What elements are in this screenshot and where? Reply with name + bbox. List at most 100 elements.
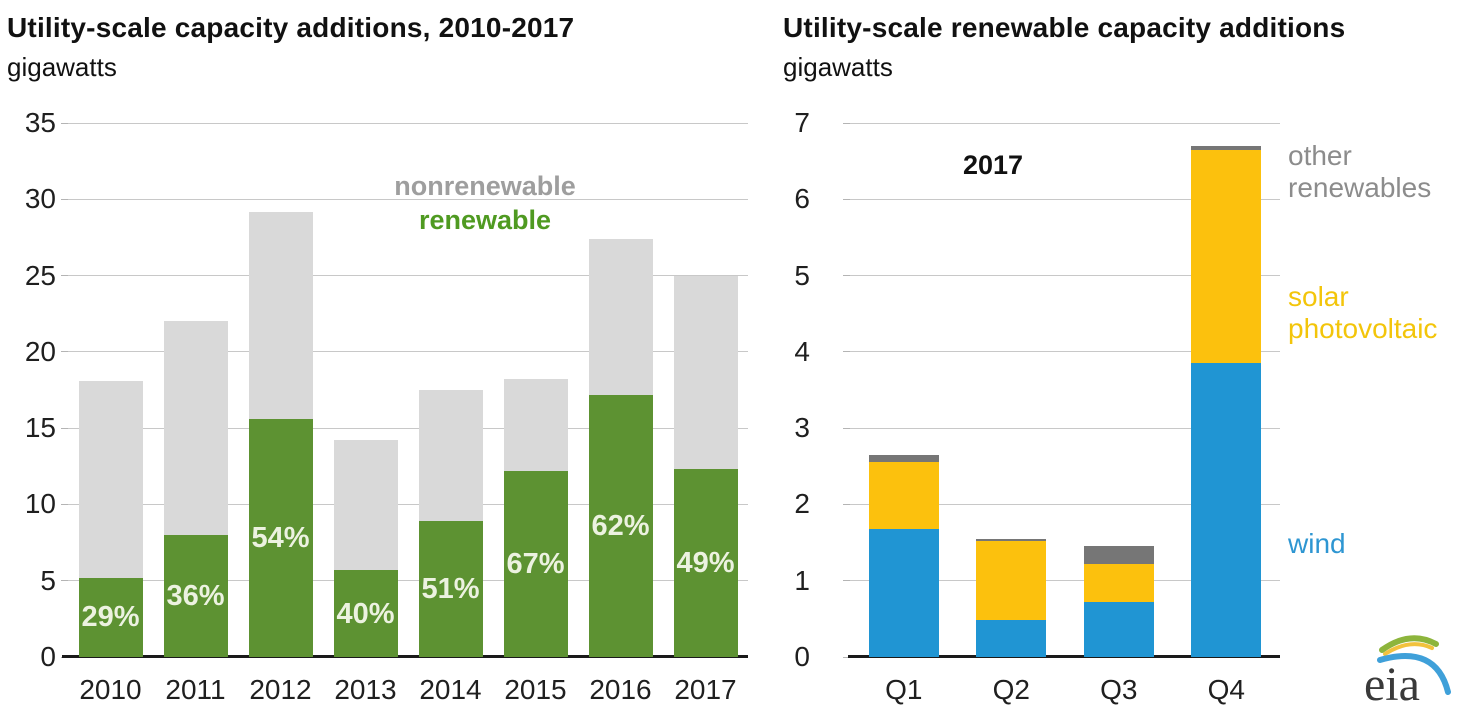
- series-label-wind: wind: [1288, 528, 1346, 559]
- x-tick-label: Q4: [1207, 674, 1245, 705]
- bar-segment-nonrenewable-2016: [588, 238, 653, 395]
- bar-segment-renewable-2012: [248, 419, 313, 657]
- left-chart-panel: Utility-scale capacity additions, 2010-2…: [7, 12, 748, 705]
- eia-logo-blue-swoosh: [1377, 653, 1451, 695]
- right-chart-plot: 0 1 2 3 4 5 6 7 Q1 Q2 Q3 Q4: [794, 108, 1280, 705]
- gridline: [850, 351, 1280, 353]
- gridline: [850, 503, 1280, 505]
- y-tick-label: 25: [24, 259, 56, 291]
- bar-percentage-label: 67%: [506, 547, 565, 580]
- gridline: [850, 427, 1280, 429]
- gridline: [68, 122, 748, 124]
- right-chart-title: Utility-scale renewable capacity additio…: [783, 12, 1346, 43]
- bar-segment-renewable-2011: [163, 534, 228, 657]
- y-tick-label: 4: [794, 335, 810, 367]
- bar-segment-renewable-2016: [588, 394, 653, 657]
- eia-logo-graphic: eia: [1364, 635, 1451, 711]
- bar-percentage-label: 51%: [421, 573, 480, 606]
- bar-segment-nonrenewable-2014: [418, 390, 483, 522]
- bar-segment-solar-photovoltaic-Q1: [868, 461, 939, 529]
- gridline: [850, 198, 1280, 200]
- legend-renewable: renewable: [418, 205, 552, 235]
- x-tick-label: 2015: [504, 674, 567, 705]
- series-label-other-renewables: other renewables: [1288, 140, 1432, 203]
- bar-percentage-label: 49%: [676, 547, 735, 580]
- gridline: [68, 275, 748, 277]
- bar-percentage-label: 54%: [251, 521, 310, 554]
- bar-segment-solar-photovoltaic-Q3: [1083, 563, 1154, 603]
- bar-segment-other-renewables-Q4: [1191, 145, 1262, 150]
- y-axis-tick: [61, 198, 68, 200]
- y-axis-tick: [843, 122, 850, 124]
- x-tick-label: Q3: [1100, 674, 1138, 705]
- left-chart-title: Utility-scale capacity additions, 2010-2…: [7, 12, 575, 43]
- bar-segment-other-renewables-Q1: [868, 454, 939, 462]
- x-axis-line: [848, 655, 1280, 658]
- bar-segment-wind-Q1: [868, 528, 939, 657]
- y-axis-tick: [843, 351, 850, 353]
- gridline: [68, 351, 748, 353]
- y-axis-tick: [61, 427, 68, 429]
- eia-logo-green-swoosh: [1379, 635, 1439, 653]
- y-tick-label: 10: [24, 488, 56, 520]
- bar-percentage-label: 36%: [166, 579, 225, 612]
- year-annotation: 2017: [962, 150, 1024, 180]
- y-axis-tick: [843, 198, 850, 200]
- x-tick-label: Q2: [992, 674, 1030, 705]
- eia-logo-text: eia: [1364, 658, 1420, 710]
- x-tick-label: 2013: [334, 674, 397, 705]
- y-axis-tick: [843, 503, 850, 505]
- x-tick-label: 2011: [165, 674, 226, 705]
- gridline: [68, 503, 748, 505]
- gridline: [850, 122, 1280, 124]
- gridline: [68, 580, 748, 582]
- y-tick-label: 20: [24, 335, 56, 367]
- x-tick-label: 2016: [589, 674, 652, 705]
- y-tick-label: 30: [24, 183, 56, 215]
- y-tick-label: 2: [794, 488, 810, 520]
- eia-logo: eia: [1358, 624, 1458, 711]
- bar-segment-other-renewables-Q2: [976, 538, 1047, 542]
- left-chart-subtitle: gigawatts: [7, 52, 117, 82]
- bar-segment-wind-Q3: [1083, 602, 1154, 657]
- y-tick-label: 5: [794, 259, 810, 291]
- bar-segment-solar-photovoltaic-Q2: [976, 541, 1047, 621]
- legend-nonrenewable: nonrenewable: [394, 171, 576, 201]
- bar-segment-renewable-2010: [78, 577, 143, 657]
- bar-segment-other-renewables-Q3: [1083, 545, 1154, 564]
- bar-segment-wind-Q2: [976, 620, 1047, 657]
- gridline: [68, 198, 748, 200]
- bar-percentage-label: 29%: [81, 601, 140, 634]
- y-axis-tick: [843, 656, 850, 658]
- x-tick-label: 2012: [249, 674, 312, 705]
- bar-segment-nonrenewable-2017: [673, 275, 738, 470]
- y-axis-tick: [843, 275, 850, 277]
- gridline: [68, 427, 748, 429]
- bar-segment-renewable-2013: [333, 570, 398, 657]
- x-axis-line: [62, 655, 748, 658]
- y-tick-label: 3: [794, 412, 810, 444]
- y-tick-label: 0: [40, 641, 56, 672]
- y-tick-label: 5: [40, 564, 56, 596]
- bar-segment-renewable-2014: [418, 521, 483, 657]
- y-tick-label: 7: [794, 107, 810, 138]
- y-axis-tick: [61, 351, 68, 353]
- bar-segment-renewable-2015: [503, 470, 568, 657]
- bar-segment-nonrenewable-2010: [78, 380, 143, 578]
- right-chart-panel: Utility-scale renewable capacity additio…: [760, 0, 1461, 714]
- bar-segment-renewable-2017: [673, 469, 738, 657]
- eia-logo-yellow-swoosh: [1383, 642, 1434, 656]
- y-axis-tick: [61, 275, 68, 277]
- gridline: [850, 275, 1280, 277]
- bar-segment-wind-Q4: [1191, 363, 1262, 657]
- bar-segment-nonrenewable-2015: [503, 379, 568, 471]
- y-tick-label: 0: [794, 641, 810, 672]
- y-axis-tick: [61, 580, 68, 582]
- x-tick-label: Q1: [885, 674, 923, 705]
- x-tick-label: 2014: [419, 674, 482, 705]
- bar-segment-nonrenewable-2013: [333, 440, 398, 571]
- y-axis-tick: [843, 580, 850, 582]
- x-tick-label: 2017: [674, 674, 737, 705]
- bar-segment-nonrenewable-2011: [163, 321, 228, 535]
